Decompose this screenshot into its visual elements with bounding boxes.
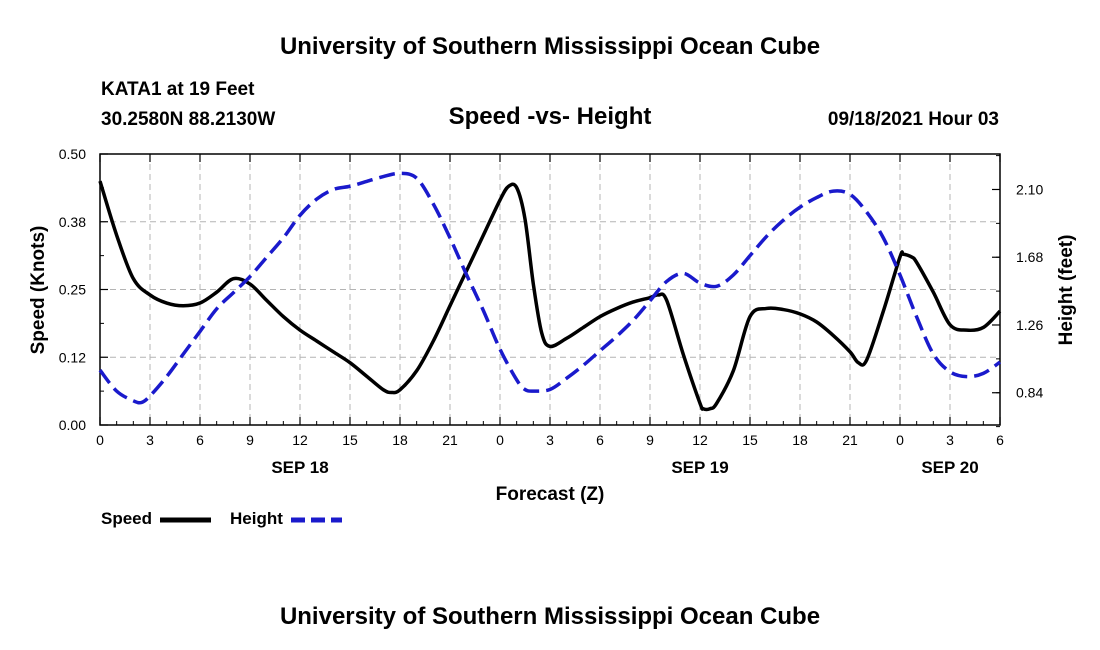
y-left-tick-label: 0.25 [59,282,86,298]
x-tick-label: 3 [946,432,954,448]
y-right-tick-label: 2.10 [1016,181,1043,197]
chart-axes: 0 3 6 9 12 15 18 21 0 3 6 9 12 15 18 21 0 3 6 SEP 18 SEP 19 S… [59,146,1044,477]
y-left-tick-label: 0.00 [59,417,86,433]
chart-subtitle: Speed -vs- Height [449,103,652,130]
issued-label: 09/18/2021 Hour 03 [828,109,999,130]
x-tick-label: 15 [342,432,358,448]
x-tick-label: 21 [842,432,858,448]
x-tick-label: 15 [742,432,758,448]
y-right-tick-label: 1.68 [1016,249,1043,265]
x-tick-label: 18 [392,432,408,448]
speed-series-line [98,180,1002,412]
x-tick-label: 3 [146,432,154,448]
height-series-line [98,171,1002,405]
grid-lines [100,154,1000,425]
legend-speed-label: Speed [101,509,152,528]
x-tick-label: 0 [896,432,904,448]
y-left-tick-label: 0.38 [59,214,86,230]
x-tick-label: 0 [496,432,504,448]
x-tick-label: 9 [646,432,654,448]
y-axis-left-label: Speed (Knots) [28,226,49,355]
x-tick-label: 21 [442,432,458,448]
chart-title: University of Southern Mississippi Ocean… [280,33,820,60]
day-label: SEP 19 [671,458,728,477]
chart-series [98,171,1002,412]
station-label: KATA1 at 19 Feet [101,79,255,100]
y-axis-right-label: Height (feet) [1056,235,1077,346]
x-tick-label: 12 [292,432,308,448]
legend: Speed Height [101,509,342,528]
day-label: SEP 20 [921,458,978,477]
x-tick-label: 6 [596,432,604,448]
y-left-tick-label: 0.50 [59,146,86,162]
x-tick-label: 12 [692,432,708,448]
location-label: 30.2580N 88.2130W [101,109,275,130]
x-tick-label: 18 [792,432,808,448]
legend-height-label: Height [230,509,283,528]
x-tick-label: 9 [246,432,254,448]
x-axis-label: Forecast (Z) [496,484,605,505]
y-right-tick-label: 1.26 [1016,317,1043,333]
day-label: SEP 18 [271,458,328,477]
footer-title: University of Southern Mississippi Ocean… [280,603,820,630]
y-left-tick-label: 0.12 [59,349,86,365]
x-tick-label: 3 [546,432,554,448]
x-tick-label: 0 [96,432,104,448]
x-tick-label: 6 [996,432,1004,448]
y-right-tick-label: 0.84 [1016,385,1043,401]
x-tick-label: 6 [196,432,204,448]
